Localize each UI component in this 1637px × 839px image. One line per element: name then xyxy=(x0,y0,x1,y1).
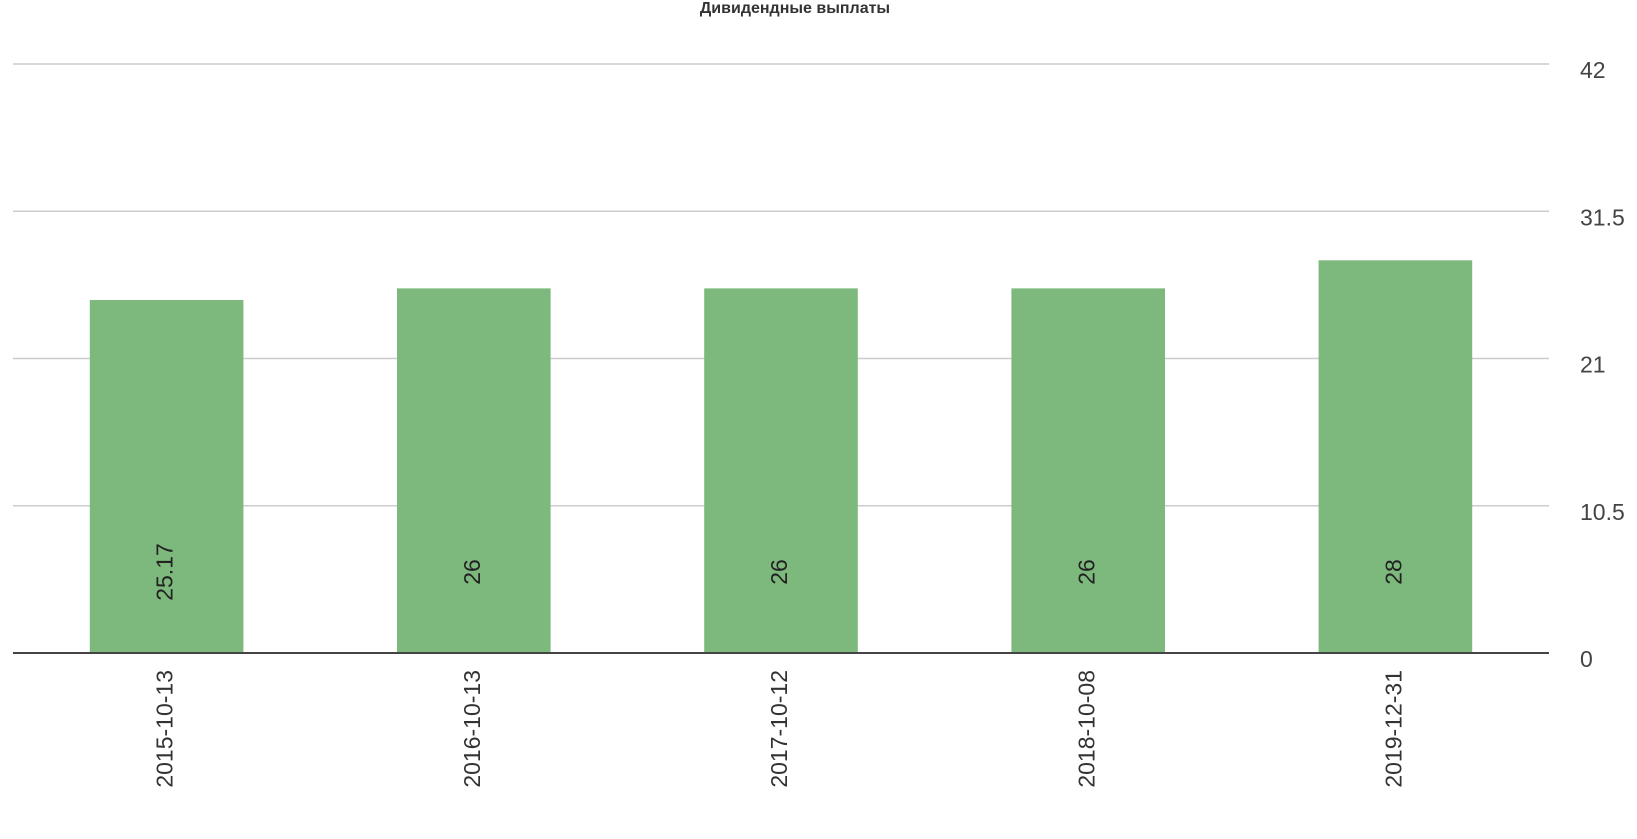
data-label: 26 xyxy=(459,559,485,585)
x-tick-label: 2019-12-31 xyxy=(1380,670,1406,788)
y-tick-label: 21 xyxy=(1580,352,1606,378)
y-tick-label: 10.5 xyxy=(1580,499,1625,525)
bar xyxy=(397,288,551,653)
data-label: 25.17 xyxy=(152,543,178,601)
y-tick-label: 31.5 xyxy=(1580,204,1625,230)
y-tick-label: 0 xyxy=(1580,646,1593,672)
bar xyxy=(1011,288,1165,653)
x-tick-label: 2016-10-13 xyxy=(459,670,485,788)
bar xyxy=(704,288,858,653)
x-tick-label: 2017-10-12 xyxy=(766,670,792,788)
data-label: 26 xyxy=(1073,559,1099,585)
chart-title: Дивидендные выплаты xyxy=(700,0,890,17)
x-tick-label: 2015-10-13 xyxy=(152,670,178,788)
bar xyxy=(1318,260,1473,653)
y-tick-label: 42 xyxy=(1580,57,1606,83)
data-label: 26 xyxy=(766,559,792,585)
data-label: 28 xyxy=(1380,559,1406,585)
x-tick-label: 2018-10-08 xyxy=(1073,670,1099,788)
bar xyxy=(89,300,244,653)
